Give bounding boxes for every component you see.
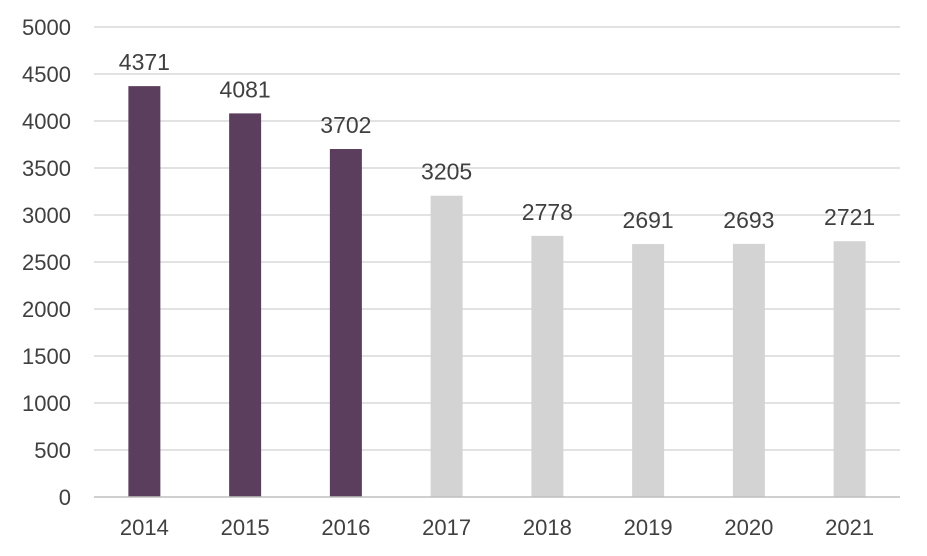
y-tick-label: 4000	[22, 109, 71, 134]
data-label-2015: 4081	[220, 76, 271, 102]
x-tick-label-2017: 2017	[422, 515, 471, 540]
x-tick-label-2016: 2016	[321, 515, 370, 540]
y-tick-label: 3500	[22, 156, 71, 181]
y-tick-label: 3000	[22, 203, 71, 228]
x-tick-label-2019: 2019	[624, 515, 673, 540]
data-label-2018: 2778	[522, 199, 573, 225]
bar-2015	[229, 113, 262, 498]
y-tick-label: 500	[34, 438, 71, 463]
x-tick-label-2014: 2014	[120, 515, 169, 540]
y-tick-label: 1500	[22, 344, 71, 369]
y-tick-label: 1000	[22, 391, 71, 416]
bars	[128, 86, 866, 498]
bar-2021	[833, 241, 866, 497]
grid-lines	[94, 26, 900, 451]
data-labels: 4371 4081 3702 3205 2778 2691 2693 2721	[119, 49, 875, 233]
y-tick-label: 2000	[22, 297, 71, 322]
bar-2018	[531, 235, 564, 498]
bar-2020	[732, 243, 765, 497]
y-tick-label: 4500	[22, 62, 71, 87]
x-axis-tick-labels: 2014 2015 2016 2017 2018 2019 2020 2021	[120, 515, 874, 540]
y-tick-label: 5000	[22, 15, 71, 40]
bar-2016	[329, 149, 362, 497]
data-label-2020: 2693	[723, 207, 774, 233]
bar-2019	[632, 244, 665, 497]
y-tick-label: 0	[59, 485, 71, 510]
data-label-2021: 2721	[824, 204, 875, 230]
x-tick-label-2015: 2015	[221, 515, 270, 540]
data-label-2019: 2691	[623, 207, 674, 233]
bar-2014	[128, 86, 161, 497]
y-tick-label: 2500	[22, 250, 71, 275]
x-tick-label-2020: 2020	[724, 515, 773, 540]
data-label-2014: 4371	[119, 49, 170, 75]
x-tick-label-2018: 2018	[523, 515, 572, 540]
bar-2017	[430, 195, 463, 498]
data-label-2017: 3205	[421, 159, 472, 185]
y-axis-tick-labels: 0 500 1000 1500 2000 2500 3000 3500 4000 4500 5000	[22, 15, 71, 510]
data-label-2016: 3702	[320, 112, 371, 138]
x-tick-label-2021: 2021	[825, 515, 874, 540]
